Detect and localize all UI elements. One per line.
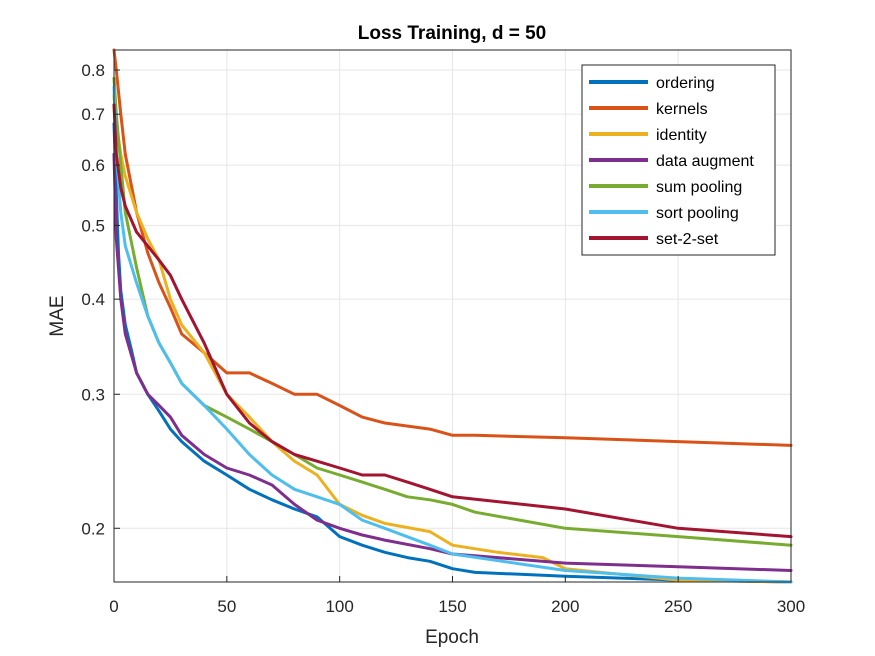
chart-title: Loss Training, d = 50 bbox=[358, 23, 546, 44]
y-tick-label: 0.2 bbox=[81, 519, 105, 538]
x-tick-label: 50 bbox=[217, 597, 236, 616]
y-axis-label: MAE bbox=[47, 295, 68, 336]
y-tick-label: 0.3 bbox=[81, 385, 105, 404]
y-tick-label: 0.8 bbox=[81, 61, 105, 80]
x-tick-label: 0 bbox=[109, 597, 118, 616]
x-axis-label: Epoch bbox=[425, 627, 479, 648]
y-tick-label: 0.4 bbox=[81, 290, 105, 309]
legend-label: data augment bbox=[656, 153, 754, 170]
x-axis-ticks: 0 50 100 150 200 250 300 bbox=[109, 576, 805, 616]
y-axis-ticks: 0.2 0.3 0.4 0.5 0.6 0.7 0.8 bbox=[81, 61, 120, 538]
y-tick-label: 0.7 bbox=[81, 105, 105, 124]
y-tick-label: 0.6 bbox=[81, 156, 105, 175]
legend-label: sort pooling bbox=[656, 205, 739, 222]
x-tick-label: 100 bbox=[325, 597, 353, 616]
series-line-ordering bbox=[112, 122, 793, 584]
series-layer bbox=[112, 48, 793, 584]
y-tick-label: 0.5 bbox=[81, 216, 105, 235]
legend: ordering kernels identity data augment sum p… bbox=[581, 64, 776, 256]
legend-label: set-2-set bbox=[656, 231, 719, 248]
legend-label: sum pooling bbox=[656, 179, 742, 196]
legend-label: identity bbox=[656, 127, 707, 144]
series-line-data-augment bbox=[112, 152, 793, 572]
legend-label: ordering bbox=[656, 75, 715, 92]
x-tick-label: 250 bbox=[664, 597, 692, 616]
series-line-sort-pooling bbox=[112, 85, 793, 584]
x-tick-label: 200 bbox=[551, 597, 579, 616]
x-tick-label: 300 bbox=[777, 597, 805, 616]
series-line-set-2-set bbox=[112, 103, 793, 539]
x-tick-label: 150 bbox=[438, 597, 466, 616]
legend-label: kernels bbox=[656, 101, 708, 118]
